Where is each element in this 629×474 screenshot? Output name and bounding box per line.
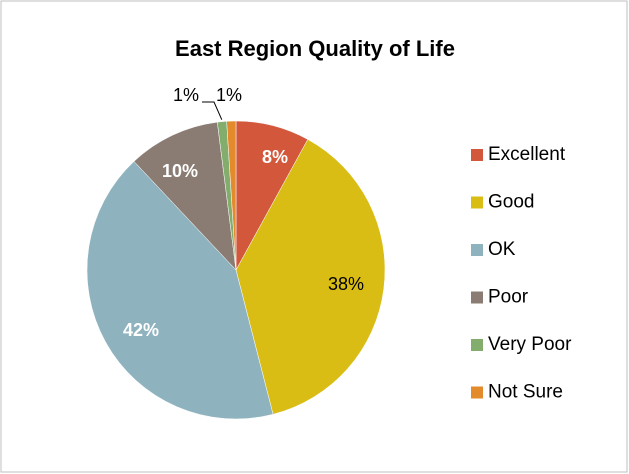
chart-title: East Region Quality of Life: [175, 36, 455, 61]
data-label: 10%: [162, 161, 198, 181]
data-label: 38%: [328, 274, 364, 294]
leader-line: [202, 101, 223, 120]
data-label: 8%: [262, 147, 288, 167]
pie-slice: [235, 139, 386, 415]
legend-swatch: [471, 339, 483, 351]
legend-label: OK: [488, 239, 516, 260]
data-label: 1%: [216, 85, 242, 105]
legend-swatch: [471, 196, 483, 209]
legend-label: Very Poor: [488, 334, 572, 355]
legend-swatch: [471, 244, 483, 256]
legend-label: Good: [488, 192, 534, 213]
data-label: 42%: [123, 320, 159, 340]
legend-label: Excellent: [488, 144, 566, 165]
pie-slice: [86, 161, 274, 420]
pie-slice: [226, 120, 237, 271]
data-label: 1%: [173, 85, 199, 105]
legend-swatch: [471, 291, 483, 304]
legend-swatch: [471, 386, 483, 399]
legend-label: Not Sure: [488, 382, 563, 403]
legend-swatch: [471, 149, 483, 161]
legend-label: Poor: [488, 287, 529, 308]
pie-slice: [133, 121, 237, 271]
